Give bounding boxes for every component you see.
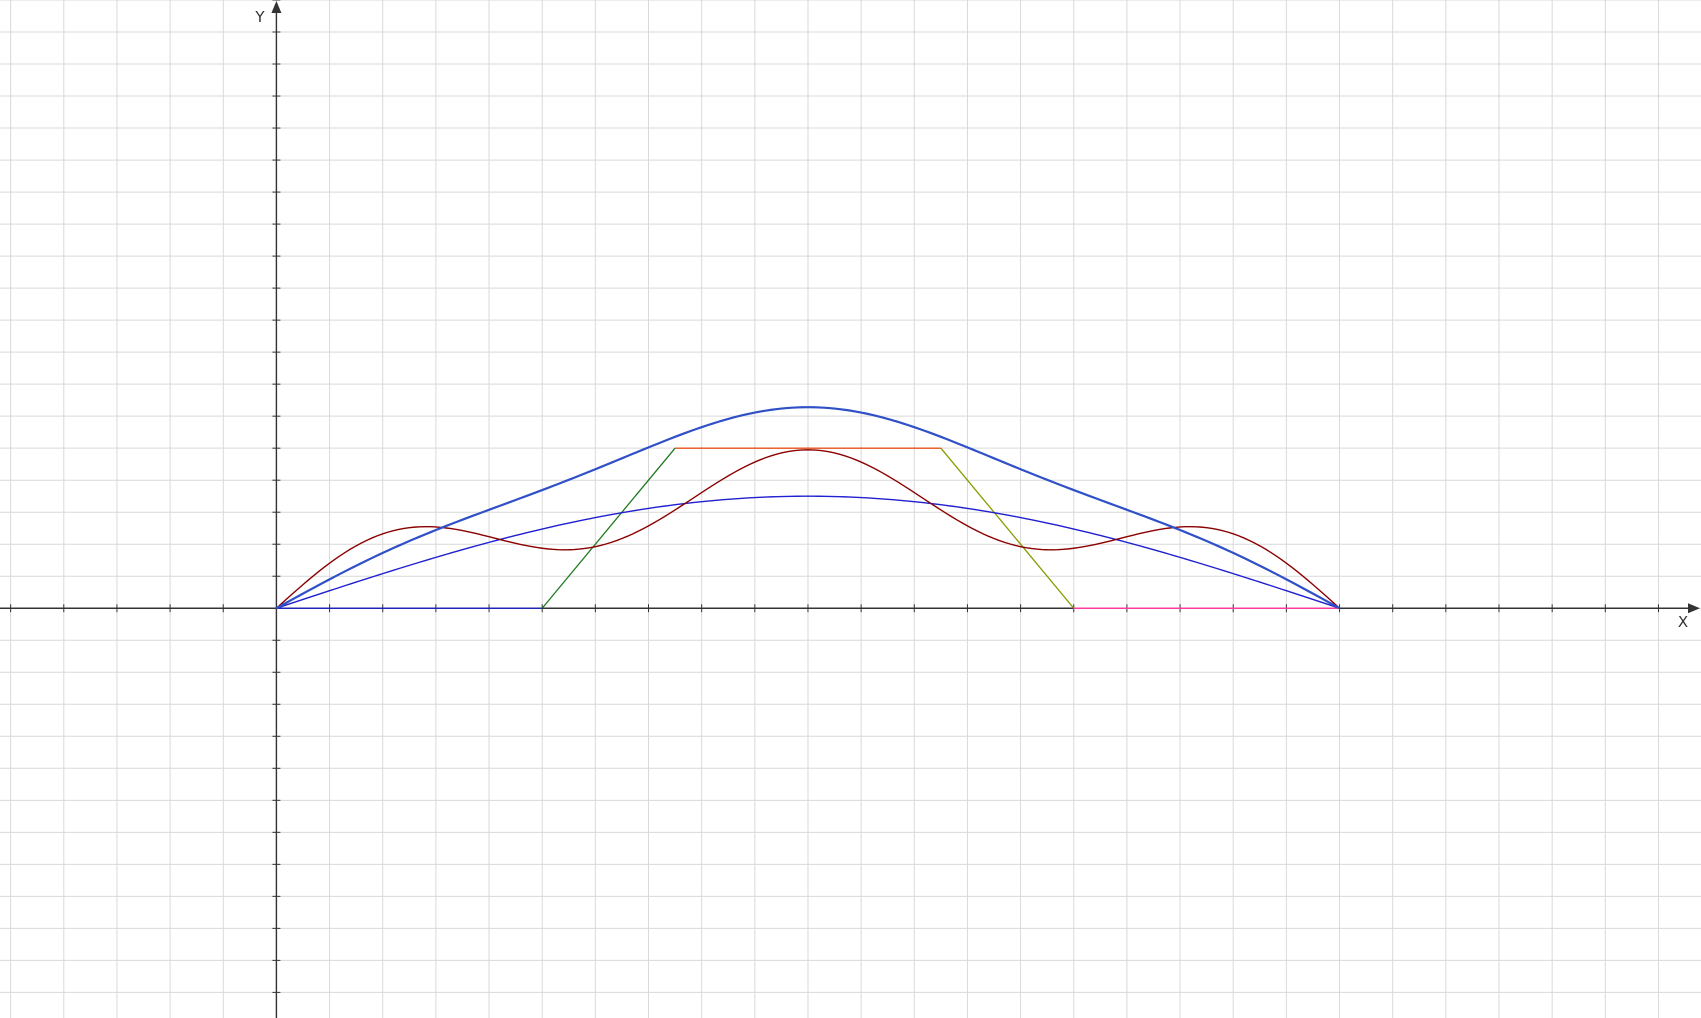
series-line-8 [275,406,1341,610]
series-line-6 [276,495,1340,609]
y-axis-label: Y [254,8,265,26]
x-axis-label: X [1678,613,1688,631]
series-group [275,406,1341,610]
x-axis-arrow [1688,603,1700,614]
series-line-4 [940,447,1075,609]
series-line-2 [541,447,676,609]
series-line-7 [275,449,1341,609]
y-axis-arrow [271,1,282,13]
